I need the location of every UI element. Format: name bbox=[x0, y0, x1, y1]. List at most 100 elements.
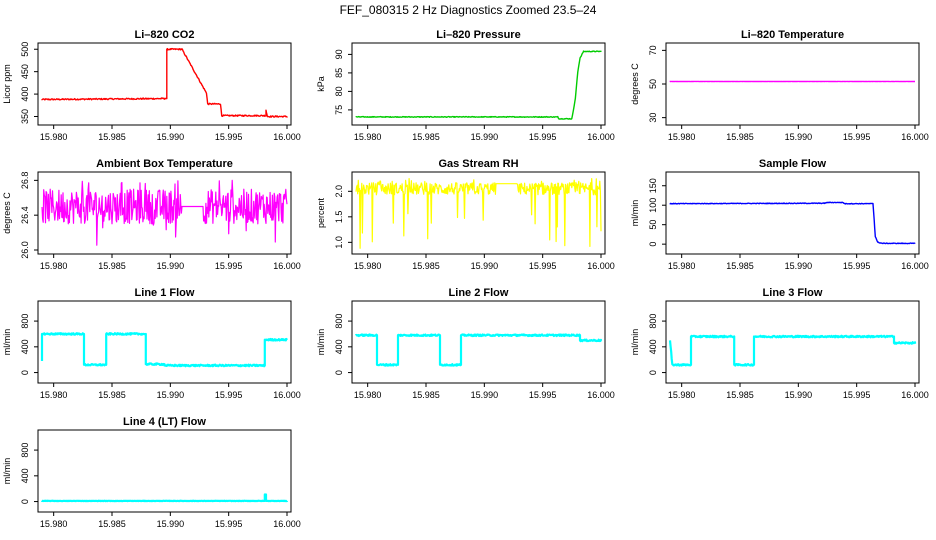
x-tick-label: 15.980 bbox=[40, 390, 68, 400]
plot-frame bbox=[665, 171, 920, 255]
x-tick-label: 15.995 bbox=[843, 132, 871, 142]
x-tick-label: 15.990 bbox=[157, 261, 185, 271]
plot-frame bbox=[37, 42, 292, 126]
panel-title: Line 4 (LT) Flow bbox=[123, 416, 206, 428]
series-line-line3 bbox=[668, 334, 917, 367]
panel-line3: Line 3 Flow ml/min 0 400 800 15.980 15.985 15.9… bbox=[630, 287, 929, 400]
x-tick-label: 15.985 bbox=[98, 390, 126, 400]
x-tick-label: 16.000 bbox=[273, 390, 301, 400]
plot-frame bbox=[37, 429, 292, 513]
panel-title: Li–820 Temperature bbox=[741, 29, 844, 41]
y-axis-label: kPa bbox=[316, 76, 326, 92]
plot-frame bbox=[665, 300, 920, 384]
x-tick-label: 15.980 bbox=[40, 261, 68, 271]
plot-frame bbox=[37, 300, 292, 384]
x-tick-label: 15.990 bbox=[785, 132, 813, 142]
x-tick-label: 16.000 bbox=[587, 132, 615, 142]
x-tick-label: 15.990 bbox=[157, 519, 185, 529]
y-tick-label: 80 bbox=[334, 86, 344, 96]
x-tick-label: 15.985 bbox=[726, 132, 754, 142]
x-tick-label: 16.000 bbox=[273, 261, 301, 271]
y-tick-label: 0 bbox=[20, 499, 30, 504]
panel-co2: Li–820 CO2 Licor ppm 350 400 450 500 15.980 15.… bbox=[2, 29, 301, 142]
y-tick-label: 1.5 bbox=[334, 211, 344, 224]
x-tick-label: 16.000 bbox=[587, 390, 615, 400]
y-tick-label: 400 bbox=[20, 87, 30, 102]
panel-title: Line 3 Flow bbox=[763, 287, 823, 299]
y-tick-label: 800 bbox=[648, 314, 658, 329]
panel-line4: Line 4 (LT) Flow ml/min 0 400 800 15.980 15.98… bbox=[2, 416, 301, 529]
y-tick-label: 30 bbox=[648, 113, 658, 123]
y-tick-label: 1.0 bbox=[334, 236, 344, 249]
y-axis-label: ml/min bbox=[316, 329, 326, 356]
panel-title: Line 2 Flow bbox=[449, 287, 509, 299]
y-tick-label: 800 bbox=[20, 314, 30, 329]
y-tick-label: 350 bbox=[20, 109, 30, 124]
series-line-line4 bbox=[40, 493, 289, 503]
y-tick-label: 500 bbox=[20, 42, 30, 57]
y-tick-label: 0 bbox=[648, 242, 658, 247]
y-tick-label: 400 bbox=[648, 339, 658, 354]
y-tick-label: 400 bbox=[20, 339, 30, 354]
plot-frame bbox=[37, 171, 292, 255]
x-tick-label: 15.985 bbox=[412, 390, 440, 400]
y-axis-label: ml/min bbox=[630, 329, 640, 356]
series-line-line2 bbox=[354, 333, 603, 367]
x-tick-label: 15.990 bbox=[471, 390, 499, 400]
y-tick-label: 400 bbox=[334, 339, 344, 354]
y-tick-label: 800 bbox=[334, 314, 344, 329]
y-axis-label: degrees C bbox=[630, 63, 640, 105]
y-axis-label: ml/min bbox=[2, 329, 12, 356]
y-tick-label: 0 bbox=[334, 370, 344, 375]
x-tick-label: 15.985 bbox=[726, 390, 754, 400]
y-tick-label: 26.8 bbox=[20, 172, 30, 190]
x-tick-label: 15.995 bbox=[215, 261, 243, 271]
x-tick-label: 15.990 bbox=[785, 390, 813, 400]
x-tick-label: 16.000 bbox=[901, 261, 929, 271]
y-tick-label: 75 bbox=[334, 105, 344, 115]
x-tick-label: 15.980 bbox=[668, 390, 696, 400]
y-tick-label: 150 bbox=[648, 178, 658, 193]
series-line-pressure bbox=[355, 50, 602, 120]
x-tick-label: 15.995 bbox=[529, 390, 557, 400]
x-tick-label: 15.985 bbox=[98, 132, 126, 142]
x-tick-label: 15.995 bbox=[843, 390, 871, 400]
x-tick-label: 16.000 bbox=[273, 519, 301, 529]
x-tick-label: 15.985 bbox=[412, 261, 440, 271]
x-tick-label: 15.980 bbox=[668, 261, 696, 271]
x-tick-label: 15.980 bbox=[354, 390, 382, 400]
y-axis-label: degrees C bbox=[2, 192, 12, 234]
panel-line1: Line 1 Flow ml/min 0 400 800 15.980 15.985 15.9… bbox=[2, 287, 301, 400]
panel-box_temp: Ambient Box Temperature degrees C 26.0 26.4… bbox=[2, 158, 301, 271]
panel-sample_flow: Sample Flow ml/min 0 50 100 150 15.980 15.985 15… bbox=[630, 158, 929, 271]
x-tick-label: 15.985 bbox=[412, 132, 440, 142]
panel-title: Li–820 CO2 bbox=[135, 29, 195, 41]
y-axis-label: ml/min bbox=[2, 458, 12, 485]
y-axis-label: Licor ppm bbox=[2, 64, 12, 104]
x-tick-label: 15.980 bbox=[40, 519, 68, 529]
y-tick-label: 2.0 bbox=[334, 185, 344, 198]
x-tick-label: 15.980 bbox=[354, 132, 382, 142]
y-tick-label: 26.4 bbox=[20, 206, 30, 224]
x-tick-label: 15.990 bbox=[785, 261, 813, 271]
x-tick-label: 15.990 bbox=[157, 390, 185, 400]
panel-pressure: Li–820 Pressure kPa 75 80 85 90 15.980 15.985 15… bbox=[316, 29, 615, 142]
x-tick-label: 15.995 bbox=[215, 132, 243, 142]
y-tick-label: 50 bbox=[648, 220, 658, 230]
x-tick-label: 15.995 bbox=[843, 261, 871, 271]
y-tick-label: 50 bbox=[648, 79, 658, 89]
plot-frame bbox=[351, 300, 606, 384]
y-tick-label: 90 bbox=[334, 49, 344, 59]
x-tick-label: 15.990 bbox=[471, 132, 499, 142]
y-tick-label: 85 bbox=[334, 68, 344, 78]
x-tick-label: 15.985 bbox=[98, 261, 126, 271]
x-tick-label: 16.000 bbox=[273, 132, 301, 142]
plot-frame bbox=[351, 171, 606, 255]
panel-title: Gas Stream RH bbox=[438, 158, 518, 170]
x-tick-label: 15.995 bbox=[529, 132, 557, 142]
series-line-co2 bbox=[41, 47, 288, 118]
panel-rh: Gas Stream RH percent 1.0 1.5 2.0 15.980 15.98… bbox=[316, 158, 615, 271]
y-tick-label: 100 bbox=[648, 198, 658, 213]
y-tick-label: 450 bbox=[20, 64, 30, 79]
